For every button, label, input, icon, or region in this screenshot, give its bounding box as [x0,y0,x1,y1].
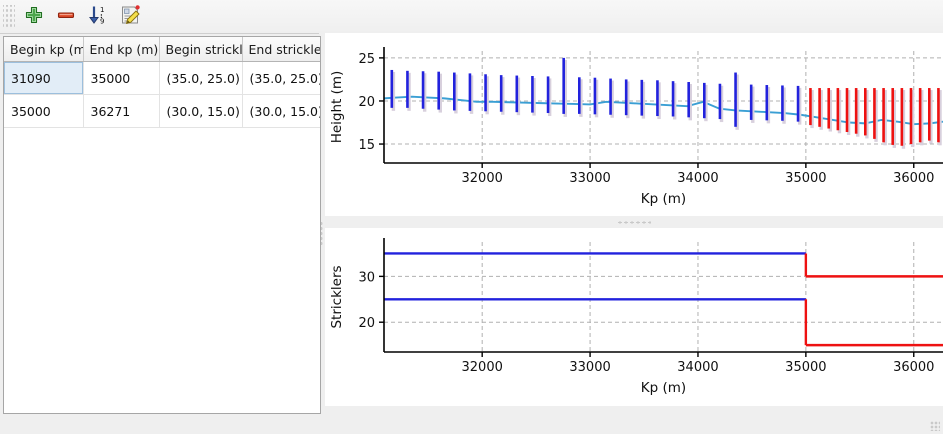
svg-text:Stricklers: Stricklers [329,265,345,328]
cell-begin-strickler[interactable]: (35.0, 25.0) [159,61,243,95]
cell-begin-kp[interactable]: 31090 [4,61,84,95]
svg-text:34000: 34000 [677,171,718,186]
svg-text:32000: 32000 [462,171,503,186]
svg-text:9: 9 [100,18,104,26]
svg-text:20: 20 [358,95,375,110]
svg-text:33000: 33000 [569,360,610,375]
toolbar-drag-handle[interactable] [3,4,15,29]
reaches-table-panel[interactable]: Begin kp (m) End kp (m) Begin strickler … [3,36,321,414]
horizontal-splitter[interactable] [325,216,943,228]
svg-text:36000: 36000 [893,360,934,375]
strickler-profile-canvas: 32000 33000 34000 35000 36000 20 30 Kp (m) Stric… [329,238,943,396]
column-header-end-strickler[interactable]: End strickler [242,37,320,62]
svg-text:Height (m): Height (m) [329,71,345,144]
height-profile-canvas: 32000 33000 34000 35000 36000 15 20 25 Kp (m) Hei… [329,47,943,207]
svg-text:25: 25 [358,52,375,67]
sort-descending-icon: 1 9 [87,4,109,29]
splitter-grip [320,221,323,247]
cell-end-strickler[interactable]: (30.0, 15.0) [242,94,320,128]
table-row[interactable]: 31090 35000 (35.0, 25.0) (35.0, 25.0) [4,61,320,95]
cell-end-strickler[interactable]: (35.0, 25.0) [242,61,320,95]
svg-text:30: 30 [358,270,375,285]
column-header-begin-kp[interactable]: Begin kp (m) [4,37,84,62]
svg-text:36000: 36000 [893,171,934,186]
height-profile-chart[interactable]: 32000 33000 34000 35000 36000 15 20 25 Kp (m) Hei… [325,33,943,216]
reaches-table[interactable]: Begin kp (m) End kp (m) Begin strickler … [4,37,320,128]
cell-end-kp[interactable]: 35000 [83,61,160,95]
svg-text:32000: 32000 [462,360,503,375]
status-strip [325,406,943,434]
edit-note-icon [119,4,141,29]
svg-text:33000: 33000 [569,171,610,186]
table-row[interactable]: 35000 36271 (30.0, 15.0) (30.0, 15.0) [4,94,320,128]
sort-button[interactable]: 1 9 [82,1,114,33]
cell-begin-strickler[interactable]: (30.0, 15.0) [159,94,243,128]
svg-text:34000: 34000 [677,360,718,375]
column-header-end-kp[interactable]: End kp (m) [83,37,160,62]
svg-text:20: 20 [358,316,375,331]
edit-note-button[interactable] [114,1,146,33]
cell-begin-kp[interactable]: 35000 [4,94,84,128]
plus-icon [24,5,44,28]
minus-icon [56,5,76,28]
strickler-profile-chart[interactable]: 32000 33000 34000 35000 36000 20 30 Kp (m) Stric… [325,228,943,406]
table-header-row: Begin kp (m) End kp (m) Begin strickler … [4,37,320,62]
svg-text:1: 1 [100,6,104,14]
svg-text:Kp (m): Kp (m) [641,191,686,207]
svg-text:35000: 35000 [785,171,826,186]
svg-text:15: 15 [358,138,375,153]
splitter-grip [617,221,651,224]
resize-grip[interactable] [930,421,940,431]
svg-text:35000: 35000 [785,360,826,375]
column-header-begin-strickler[interactable]: Begin strickler [159,37,243,62]
remove-row-button[interactable] [50,1,82,33]
toolbar: 1 9 [0,0,943,34]
vertical-splitter[interactable] [319,33,325,434]
svg-text:Kp (m): Kp (m) [641,380,686,396]
add-row-button[interactable] [18,1,50,33]
cell-end-kp[interactable]: 36271 [83,94,160,128]
